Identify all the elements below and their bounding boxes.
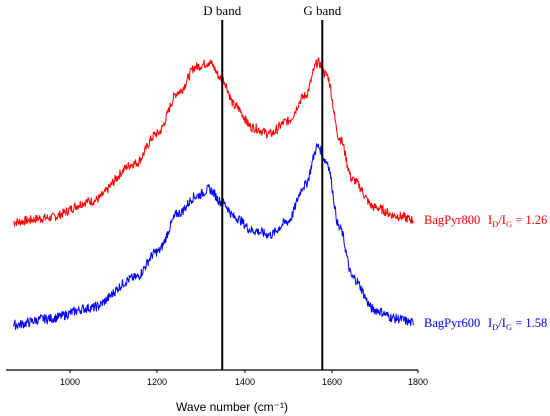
series-name: BagPyr800	[424, 213, 480, 227]
x-tick-label: 1200	[147, 377, 167, 387]
series-label-bagpyr800: BagPyr800 ID/IG = 1.26	[424, 213, 547, 229]
d-band-label: D band	[203, 3, 241, 18]
x-axis-title: Wave number (cm⁻¹)	[176, 400, 288, 414]
g-band-label: G band	[303, 3, 341, 18]
ratio-label: ID/IG = 1.58	[488, 316, 547, 332]
x-tick-label: 1600	[322, 377, 342, 387]
x-tick-label: 1800	[408, 377, 428, 387]
x-tick-label: 1000	[60, 377, 80, 387]
series-label-bagpyr600: BagPyr600 ID/IG = 1.58	[424, 316, 547, 332]
series-name: BagPyr600	[424, 316, 480, 330]
series-layer	[13, 57, 414, 330]
x-axis-ticks: 1000 1200 1400 1600 1800	[60, 370, 428, 387]
series-line-bagpyr800	[13, 57, 414, 228]
ratio-label: ID/IG = 1.26	[488, 213, 547, 229]
x-tick-label: 1400	[235, 377, 255, 387]
series-line-bagpyr600	[13, 142, 414, 330]
